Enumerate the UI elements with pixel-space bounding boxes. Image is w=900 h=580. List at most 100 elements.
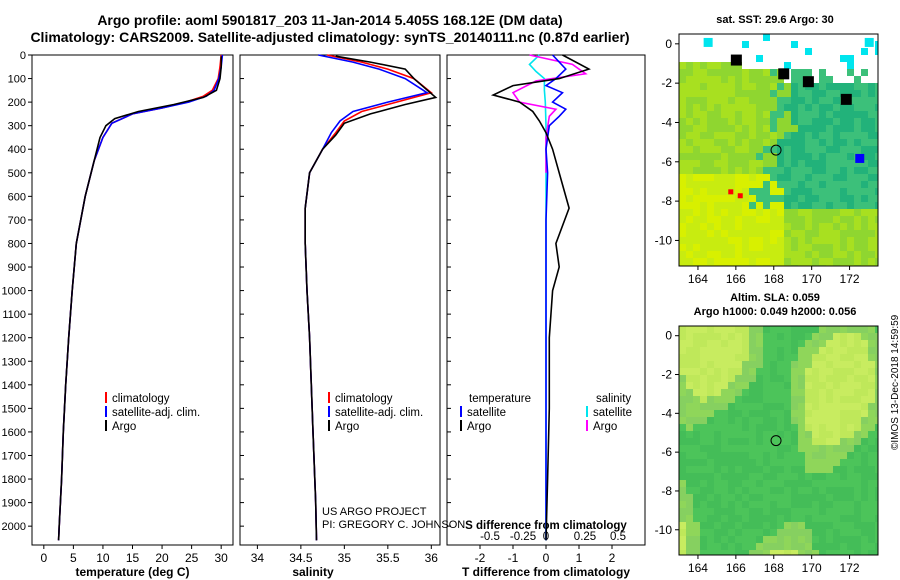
- depth-tick-label: 0: [20, 50, 26, 62]
- sst_map-x-tick-label: 172: [840, 272, 860, 286]
- climatology-title: Climatology: CARS2009. Satellite-adjuste…: [30, 29, 630, 45]
- salinity-series-argo: [304, 55, 438, 541]
- sdiff-tick-label: 0.25: [574, 531, 596, 543]
- sst_map-x-tick-label: 166: [726, 272, 746, 286]
- tdiff-tick-label: -2: [475, 551, 486, 565]
- difference-series-salinity-argo: [511, 54, 588, 173]
- sst_map-x-tick-label: 168: [764, 272, 784, 286]
- depth-tick-label: 1700: [2, 450, 26, 462]
- temperature-tick-label: 30: [214, 551, 228, 565]
- temperature-tick-label: 5: [70, 551, 77, 565]
- salinity-tick-label: 34.5: [289, 551, 313, 565]
- sla-map-title: Altim. SLA: 0.059: [730, 292, 820, 304]
- tdiff-tick-label: 0: [543, 551, 550, 565]
- depth-tick-label: 1600: [2, 427, 26, 439]
- depth-tick-label: 800: [8, 238, 26, 250]
- depth-tick-label: 200: [8, 97, 26, 109]
- depth-tick-label: 1100: [2, 309, 26, 321]
- sst-cell: [737, 193, 743, 199]
- sst_map-x-tick-label: 164: [688, 272, 708, 286]
- sst-missing-cell: [840, 93, 852, 105]
- tdiff-axis-label: T difference from climatology: [462, 565, 630, 579]
- temperature-legend-item: Argo: [112, 421, 136, 433]
- salinity-legend-item: satellite-adj. clim.: [335, 407, 423, 419]
- depth-tick-label: 400: [8, 144, 26, 156]
- difference-legend-item-right: Argo: [593, 421, 617, 433]
- temperature-tick-label: 15: [126, 551, 140, 565]
- sst-missing-cell: [778, 68, 790, 80]
- salinity-tick-label: 36: [425, 551, 439, 565]
- salinity-legend-item: Argo: [335, 421, 359, 433]
- sla_map-x-tick-label: 168: [764, 561, 784, 575]
- depth-tick-label: 1800: [2, 474, 26, 486]
- temperature-series-climatology: [57, 54, 222, 541]
- sst_map-y-tick-label: 0: [665, 37, 672, 51]
- sla_map-x-tick-label: 172: [840, 561, 860, 575]
- sst_map-y-tick-label: -10: [655, 233, 673, 247]
- depth-tick-label: 1400: [2, 380, 26, 392]
- temperature-legend-item: satellite-adj. clim.: [112, 407, 200, 419]
- depth-tick-label: 1000: [2, 286, 26, 298]
- sst-missing-cell: [802, 76, 814, 88]
- sst_map-x-tick-label: 170: [802, 272, 822, 286]
- difference-series-temperature-satellite: [544, 54, 568, 541]
- depth-tick-label: 2000: [2, 521, 26, 533]
- sla-map-subtitle: Argo h1000: 0.049 h2000: 0.056: [693, 306, 857, 318]
- sla_map-y-tick-label: -10: [655, 523, 673, 537]
- sla_map-field: [679, 326, 878, 555]
- salinity-tick-label: 34: [251, 551, 265, 565]
- tdiff-tick-label: 2: [609, 551, 616, 565]
- temperature-tick-label: 10: [96, 551, 110, 565]
- salinity-axis-label: salinity: [292, 565, 334, 579]
- sla_map-y-tick-label: 0: [665, 329, 672, 343]
- salinity-series-satellite: [304, 54, 430, 541]
- tdiff-tick-label: 1: [576, 551, 583, 565]
- sst-cell: [703, 37, 713, 47]
- imos-stamp: ©IMOS 13-Dec-2018 14:59:59: [890, 314, 900, 450]
- temperature-tick-label: 25: [185, 551, 199, 565]
- sst_map-argo-location-marker: [770, 144, 782, 156]
- sst_map-y-tick-label: -6: [661, 155, 672, 169]
- sst_map-frame: [678, 33, 879, 267]
- watermark-pi: PI: GREGORY C. JOHNSON: [322, 519, 466, 531]
- sst-missing-cell: [730, 54, 742, 66]
- tdiff-tick-label: -1: [508, 551, 519, 565]
- sla_map-x-tick-label: 164: [688, 561, 708, 575]
- difference-legend-item-right: satellite: [593, 407, 632, 419]
- sst-cell: [864, 37, 874, 47]
- temperature-axis-label: temperature (deg C): [75, 565, 189, 579]
- difference-legend-title-left: temperature: [469, 393, 531, 405]
- depth-tick-label: 1200: [2, 333, 26, 345]
- temperature-tick-label: 0: [40, 551, 47, 565]
- sdiff-tick-label: -0.5: [480, 531, 500, 543]
- depth-tick-label: 300: [8, 121, 26, 133]
- depth-tick-label: 1500: [2, 403, 26, 415]
- temperature-series-argo: [57, 56, 222, 541]
- depth-tick-label: 1900: [2, 498, 26, 510]
- depth-tick-label: 900: [8, 262, 26, 274]
- salinity-plot-frame: [239, 54, 441, 546]
- depth-tick-label: 500: [8, 168, 26, 180]
- depth-tick-label: 100: [8, 74, 26, 86]
- salinity-tick-label: 35: [338, 551, 352, 565]
- sla_map-y-tick-label: -4: [661, 406, 672, 420]
- watermark-project: US ARGO PROJECT: [322, 506, 427, 518]
- sst-map-title: sat. SST: 29.6 Argo: 30: [716, 14, 834, 26]
- sla_map-frame: [678, 325, 879, 556]
- temperature-series-satellite: [57, 54, 224, 541]
- sst-cell: [728, 189, 734, 195]
- sst_map-y-tick-label: -4: [661, 115, 672, 129]
- sla_map-x-tick-label: 166: [726, 561, 746, 575]
- depth-tick-label: 700: [8, 215, 26, 227]
- salinity-series-climatology: [304, 54, 434, 541]
- sdiff-tick-label: 0.5: [610, 531, 626, 543]
- salinity-tick-label: 35.5: [376, 551, 400, 565]
- sla_map-y-tick-label: -6: [661, 445, 672, 459]
- difference-legend-title-right: salinity: [596, 393, 631, 405]
- difference-series-temperature-argo: [490, 54, 591, 541]
- salinity-legend-item: climatology: [335, 393, 393, 405]
- temperature-legend-item: climatology: [112, 393, 170, 405]
- sla_map-x-tick-label: 170: [802, 561, 822, 575]
- depth-tick-label: 1300: [2, 356, 26, 368]
